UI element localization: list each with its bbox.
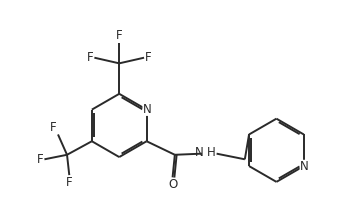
Text: F: F [37,153,43,166]
Text: F: F [145,51,152,64]
Text: N: N [143,103,151,116]
Text: F: F [116,30,122,43]
Text: F: F [87,51,93,64]
Text: N: N [300,160,309,173]
Text: O: O [168,178,177,191]
Text: H: H [206,146,215,159]
Text: F: F [50,121,57,134]
Text: F: F [66,176,72,189]
Text: N: N [195,146,203,159]
